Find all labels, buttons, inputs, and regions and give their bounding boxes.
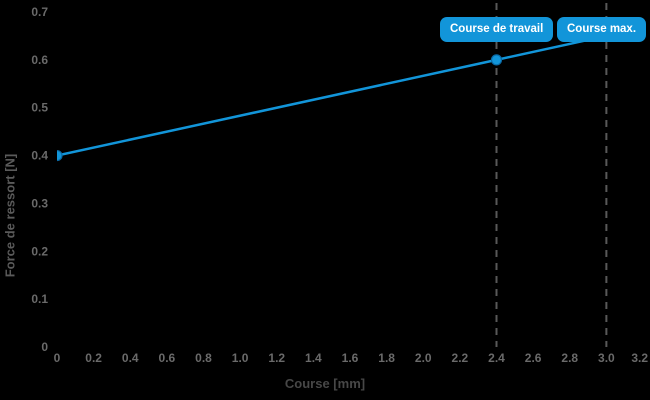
x-tick-label: 0.8	[195, 351, 212, 365]
x-axis-title: Course [mm]	[284, 376, 366, 391]
x-tick-label: 2.2	[452, 351, 469, 365]
y-tick-label: 0.5	[31, 101, 48, 115]
x-tick-label: 2.6	[525, 351, 542, 365]
x-tick-label: 1.6	[342, 351, 359, 365]
x-tick-label: 0.4	[122, 351, 139, 365]
x-tick-label: 0	[54, 351, 61, 365]
plotline-label-course-de-travail: Course de travail	[440, 17, 554, 42]
y-tick-label: 0	[41, 340, 48, 354]
y-tick-label: 0.7	[31, 5, 48, 19]
x-tick-label: 3.2	[631, 351, 648, 365]
x-tick-label: 3.0	[598, 351, 615, 365]
x-tick-label: 0.2	[85, 351, 102, 365]
series-line	[57, 34, 607, 157]
x-tick-label: 1.4	[305, 351, 322, 365]
x-tick-label: 2.4	[488, 351, 505, 365]
x-tick-label: 2.0	[415, 351, 432, 365]
x-tick-label: 1.8	[378, 351, 395, 365]
plotline-label-course-max: Course max.	[557, 17, 647, 42]
series-point-marker[interactable]	[52, 149, 63, 162]
y-axis-title: Force de ressort [N]	[2, 153, 18, 278]
x-tick-label: 0.6	[159, 351, 176, 365]
x-tick-label: 1.2	[268, 351, 285, 365]
y-tick-label: 0.3	[31, 196, 48, 210]
y-tick-label: 0.2	[31, 244, 48, 258]
series-point-marker[interactable]	[490, 54, 503, 66]
y-tick-label: 0.1	[31, 292, 48, 306]
y-tick-label: 0.6	[31, 53, 48, 67]
y-tick-label: 0.4	[31, 149, 48, 163]
x-tick-label: 1.0	[232, 351, 249, 365]
x-tick-label: 2.8	[561, 351, 578, 365]
